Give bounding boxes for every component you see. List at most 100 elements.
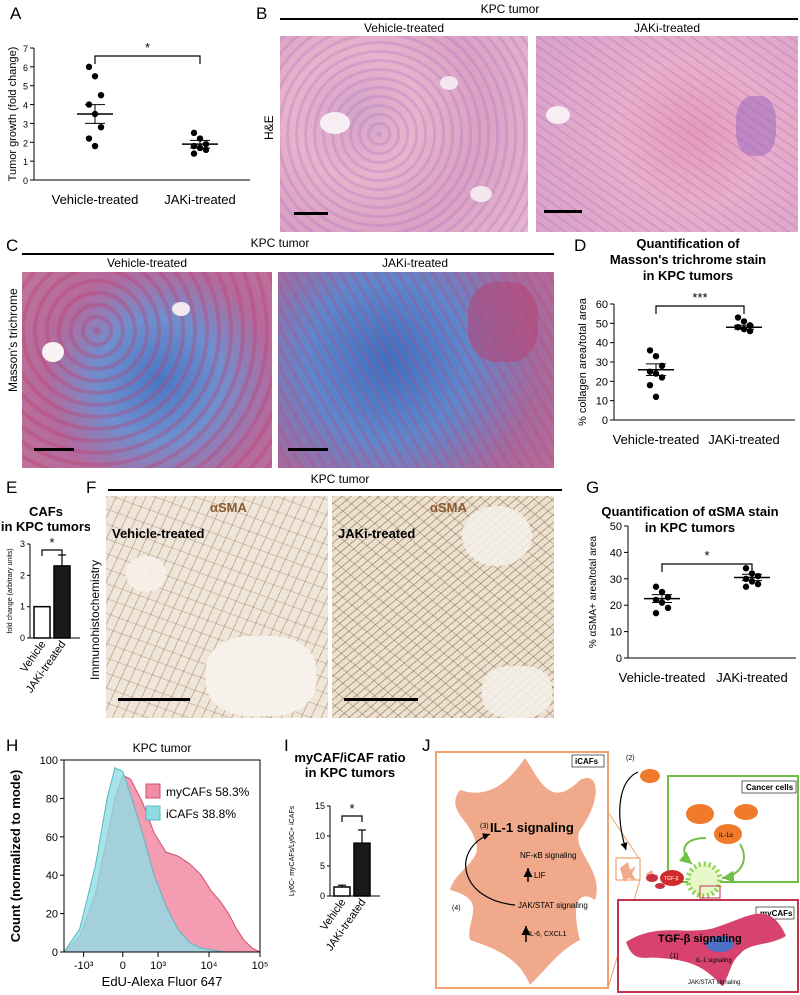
x-tick-label: 10⁴ <box>201 960 218 972</box>
panel-f-stain-left: αSMA <box>210 500 247 515</box>
data-point <box>85 63 93 71</box>
significance-bracket <box>661 563 753 572</box>
y-tick-label: 30 <box>596 357 608 369</box>
x-category-label: JAKi-treated <box>164 192 236 207</box>
lif-label: LIF <box>534 871 546 880</box>
icafs-box-label: iCAFs <box>575 757 599 766</box>
tgfb-label: TGF-β <box>664 876 679 882</box>
panel-label-a: A <box>10 4 22 23</box>
significance-bracket <box>341 815 363 822</box>
data-point <box>658 588 666 596</box>
data-point <box>190 150 198 157</box>
y-tick-label: 4 <box>23 101 28 111</box>
legend-label: myCAFs 58.3% <box>166 785 250 799</box>
data-point <box>646 382 654 389</box>
chart-title: Masson's trichrome stain <box>610 252 766 267</box>
y-tick-label: 0 <box>52 947 58 959</box>
bar <box>33 605 51 639</box>
y-axis-label: Tumor growth (fold change) <box>7 47 19 182</box>
y-axis-label: % collagen area/total area <box>577 297 589 426</box>
y-tick-label: 6 <box>23 63 28 73</box>
data-point <box>97 91 105 99</box>
y-tick-label: 100 <box>40 755 58 767</box>
y-tick-label: 80 <box>46 793 58 805</box>
arrow-loop-4 <box>465 833 516 906</box>
masson-image-jaki <box>278 272 554 468</box>
red-cell-2 <box>655 883 665 889</box>
panel-c-stain-label: Masson's trichrome <box>6 288 20 392</box>
scale-bar <box>294 212 328 215</box>
scale-bar <box>544 210 582 213</box>
small-icaf-cell <box>620 862 636 882</box>
ihc-image-vehicle <box>106 496 328 718</box>
y-tick-label: 50 <box>610 521 622 533</box>
x-axis-label: EdU-Alexa Fluor 647 <box>102 974 223 989</box>
connector-icaf <box>607 811 641 861</box>
histogram-icafs <box>63 766 260 953</box>
chart-title: KPC tumor <box>133 741 192 755</box>
y-axis-label: % αSMA+ area/total area <box>588 535 599 648</box>
panel-label-h: H <box>6 736 19 755</box>
bar <box>333 886 351 897</box>
panel-c-right-label: JAKi-treated <box>381 256 449 270</box>
data-point <box>646 347 654 354</box>
panel-label-d: D <box>574 236 587 255</box>
panel-f-method-label: Immunohistochemistry <box>88 559 102 680</box>
data-point <box>740 318 748 325</box>
y-tick-label: 1 <box>20 602 25 612</box>
mycaf-cell <box>626 913 786 986</box>
y-axis-label: Count (normalized to mode) <box>8 770 23 943</box>
chart-title: Quantification of <box>636 236 740 251</box>
y-tick-label: 30 <box>610 574 622 586</box>
chart-title: CAFs <box>29 504 63 519</box>
y-tick-label: 5 <box>23 82 28 92</box>
y-tick-label: 40 <box>596 338 608 350</box>
data-point <box>754 580 762 588</box>
panel-label-c: C <box>6 236 19 255</box>
panel-label-f: F <box>86 478 97 497</box>
data-point <box>742 565 750 572</box>
panel-c-left-label: Vehicle-treated <box>106 256 188 270</box>
cancer-cell-2 <box>734 804 758 820</box>
panel-b-right-label: JAKi-treated <box>633 21 701 35</box>
legend-swatch <box>145 783 161 799</box>
y-axis-label: Ly6C- myCAFs/Ly6C+ iCAFs <box>289 805 296 896</box>
y-tick-label: 15 <box>315 801 325 811</box>
significance-label: * <box>145 40 150 55</box>
scale-bar <box>118 698 190 701</box>
chart-title: Quantification of αSMA stain <box>601 504 778 519</box>
nfkb-label: NF-κB signaling <box>520 851 576 860</box>
chart-title: myCAF/iCAF ratio <box>294 750 405 765</box>
mycaf-nucleus <box>706 936 734 952</box>
y-tick-label: 60 <box>596 299 608 311</box>
y-axis-label: fold change (arbitrary units) <box>7 548 14 633</box>
data-point <box>85 135 93 142</box>
scale-bar <box>344 698 418 701</box>
panel-label-b: B <box>256 4 268 23</box>
chart-h: KPC tumor 0 20 40 60 80 100 -10³ 0 10³ 10⁴ 10⁵ EdU-A… <box>8 741 268 989</box>
masson-image-vehicle <box>22 272 272 468</box>
data-point <box>652 393 660 400</box>
panel-label-i: I <box>284 736 289 755</box>
cancer-cell-top <box>640 769 660 783</box>
scale-bar <box>34 448 74 451</box>
icafs-label-frame <box>571 754 605 768</box>
panel-b-title-rule <box>280 18 798 20</box>
tumor-cluster <box>685 861 723 899</box>
tgfb-signaling-label: TGF-β signaling <box>658 933 742 945</box>
chart-title: in KPC tumors <box>643 268 733 283</box>
x-category-label: Vehicle-treated <box>613 432 700 447</box>
significance-label: * <box>349 801 354 816</box>
y-tick-label: 50 <box>596 318 608 330</box>
panel-f-stain-right: αSMA <box>430 500 467 515</box>
panel-label-e: E <box>6 478 18 497</box>
significance-label: *** <box>692 290 707 305</box>
cancer-label-frame <box>741 780 797 794</box>
data-point <box>652 583 660 590</box>
panel-b-title: KPC tumor <box>480 2 540 16</box>
x-tick-label: -10³ <box>74 960 94 972</box>
bar <box>353 842 371 897</box>
tgfb-cell <box>660 870 684 886</box>
bar <box>53 565 71 639</box>
